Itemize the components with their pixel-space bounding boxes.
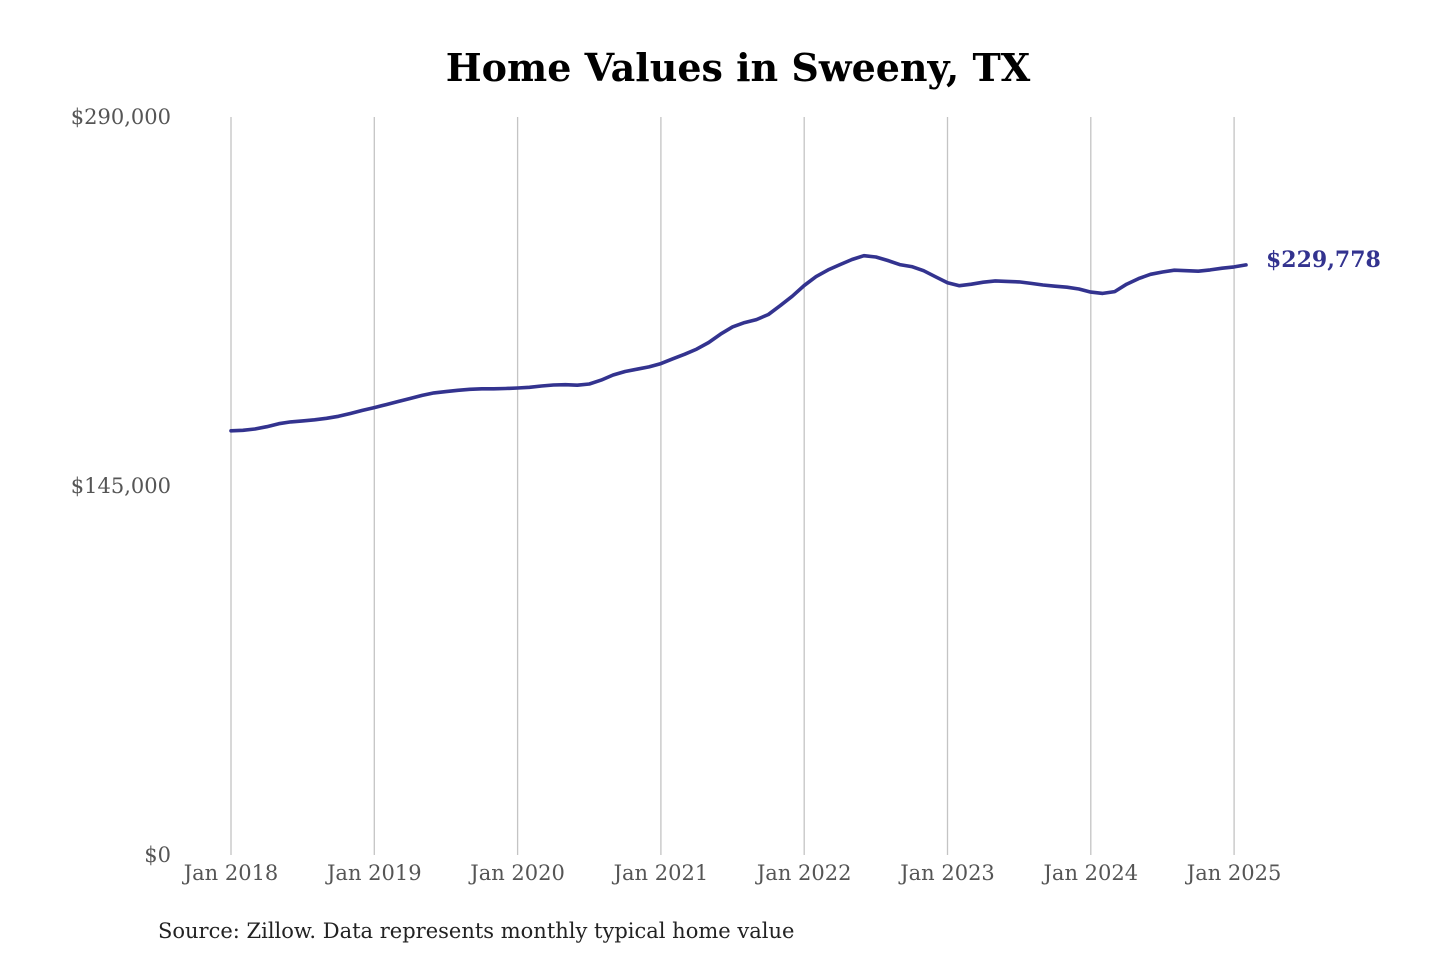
x-tick-label: Jan 2024 xyxy=(1042,861,1139,885)
x-axis-tick-labels: Jan 2018 Jan 2019 Jan 2020 Jan 2021 Jan 2022… xyxy=(182,861,1282,885)
x-tick-label: Jan 2025 xyxy=(1185,861,1282,885)
gridlines xyxy=(230,117,1235,855)
x-tick-label: Jan 2022 xyxy=(755,861,852,885)
x-tick-label: Jan 2019 xyxy=(325,861,422,885)
y-tick-label: $0 xyxy=(144,843,171,867)
latest-value-label: $229,778 xyxy=(1266,247,1381,273)
x-tick-label: Jan 2023 xyxy=(898,861,995,885)
source-note: Source: Zillow. Data represents monthly … xyxy=(158,919,794,943)
chart-title: Home Values in Sweeny, TX xyxy=(446,45,1031,90)
x-tick-label: Jan 2020 xyxy=(468,861,565,885)
y-axis-tick-labels: $0 $145,000 $290,000 xyxy=(71,105,171,867)
x-tick-label: Jan 2018 xyxy=(182,861,279,885)
y-tick-label: $145,000 xyxy=(71,474,171,498)
y-tick-label: $290,000 xyxy=(71,105,171,129)
home-value-series-line xyxy=(229,253,1248,433)
x-tick-label: Jan 2021 xyxy=(612,861,709,885)
